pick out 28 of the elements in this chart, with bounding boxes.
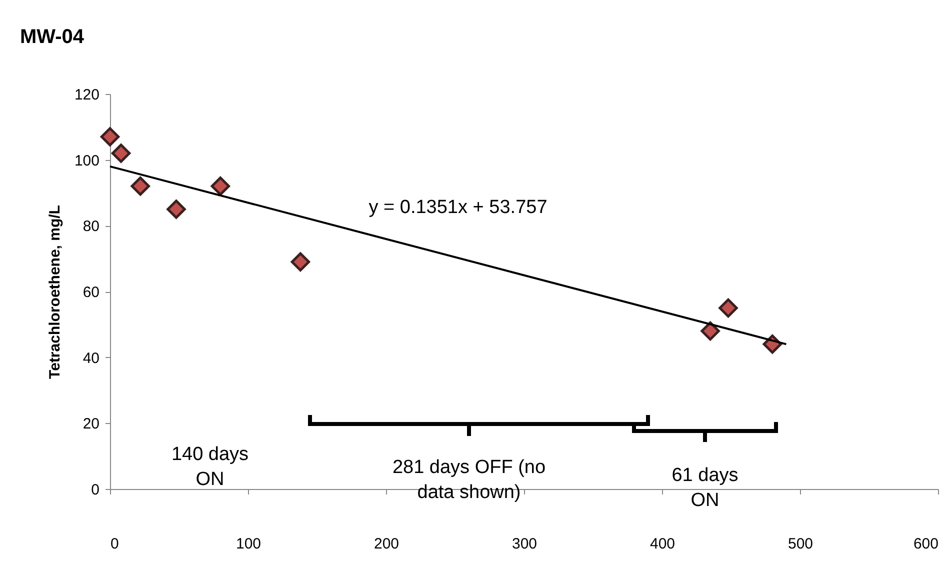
y-tick-label: 80: [82, 218, 100, 236]
x-tick-label: 100: [236, 536, 262, 552]
y-axis-title: Tetrachloroethene, mg/L: [46, 205, 64, 379]
point: [718, 298, 738, 318]
x-tick-label: 400: [650, 536, 676, 552]
y-tick-label: 60: [82, 284, 100, 301]
point: [166, 200, 186, 219]
y-tick-label: 40: [82, 350, 100, 367]
x-tick-label: 500: [788, 536, 814, 552]
point: [111, 144, 131, 163]
point: [130, 176, 150, 196]
x-tick-label: 0: [110, 536, 119, 552]
annotation: 61 days ON: [672, 465, 738, 511]
x-tick-label: 200: [374, 536, 400, 552]
point: [100, 127, 120, 146]
annotation: 140 days ON: [171, 444, 249, 490]
point: [290, 252, 310, 272]
chart-title: MW-04: [20, 26, 85, 48]
y-tick-label: 120: [74, 86, 100, 104]
annotation: y = 0.1351x + 53.757: [368, 197, 548, 218]
x-tick-label: 600: [913, 536, 938, 552]
point: [210, 176, 230, 196]
y-tick-label: 20: [82, 416, 100, 433]
annotation: 281 days OFF (no data shown): [392, 457, 546, 503]
x-tick-label: 300: [512, 536, 538, 552]
y-tick-label: 0: [91, 482, 100, 498]
point: [700, 321, 720, 341]
y-tick-label: 100: [74, 152, 100, 170]
